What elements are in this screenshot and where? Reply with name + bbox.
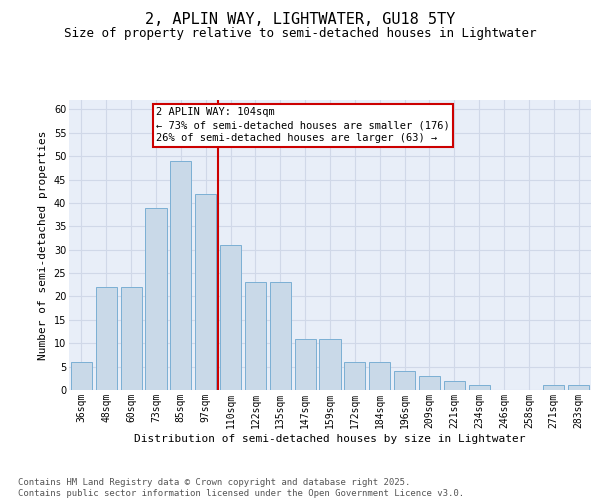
Bar [245, 282, 266, 390]
Text: 2 APLIN WAY: 104sqm
← 73% of semi-detached houses are smaller (176)
26% of semi-: 2 APLIN WAY: 104sqm ← 73% of semi-detach… [156, 107, 450, 144]
Bar [121, 287, 142, 390]
Text: Contains HM Land Registry data © Crown copyright and database right 2025.
Contai: Contains HM Land Registry data © Crown c… [18, 478, 464, 498]
Bar [270, 282, 291, 390]
Bar [344, 362, 365, 390]
Bar [220, 245, 241, 390]
Bar [170, 161, 191, 390]
Bar [145, 208, 167, 390]
Bar [96, 287, 117, 390]
X-axis label: Distribution of semi-detached houses by size in Lightwater: Distribution of semi-detached houses by … [134, 434, 526, 444]
Bar [444, 380, 465, 390]
Text: Size of property relative to semi-detached houses in Lightwater: Size of property relative to semi-detach… [64, 28, 536, 40]
Bar [568, 386, 589, 390]
Bar [295, 338, 316, 390]
Bar [195, 194, 216, 390]
Y-axis label: Number of semi-detached properties: Number of semi-detached properties [38, 130, 48, 360]
Bar [543, 386, 564, 390]
Bar [369, 362, 390, 390]
Bar [71, 362, 92, 390]
Bar [469, 386, 490, 390]
Bar [394, 372, 415, 390]
Text: 2, APLIN WAY, LIGHTWATER, GU18 5TY: 2, APLIN WAY, LIGHTWATER, GU18 5TY [145, 12, 455, 28]
Bar [319, 338, 341, 390]
Bar [419, 376, 440, 390]
